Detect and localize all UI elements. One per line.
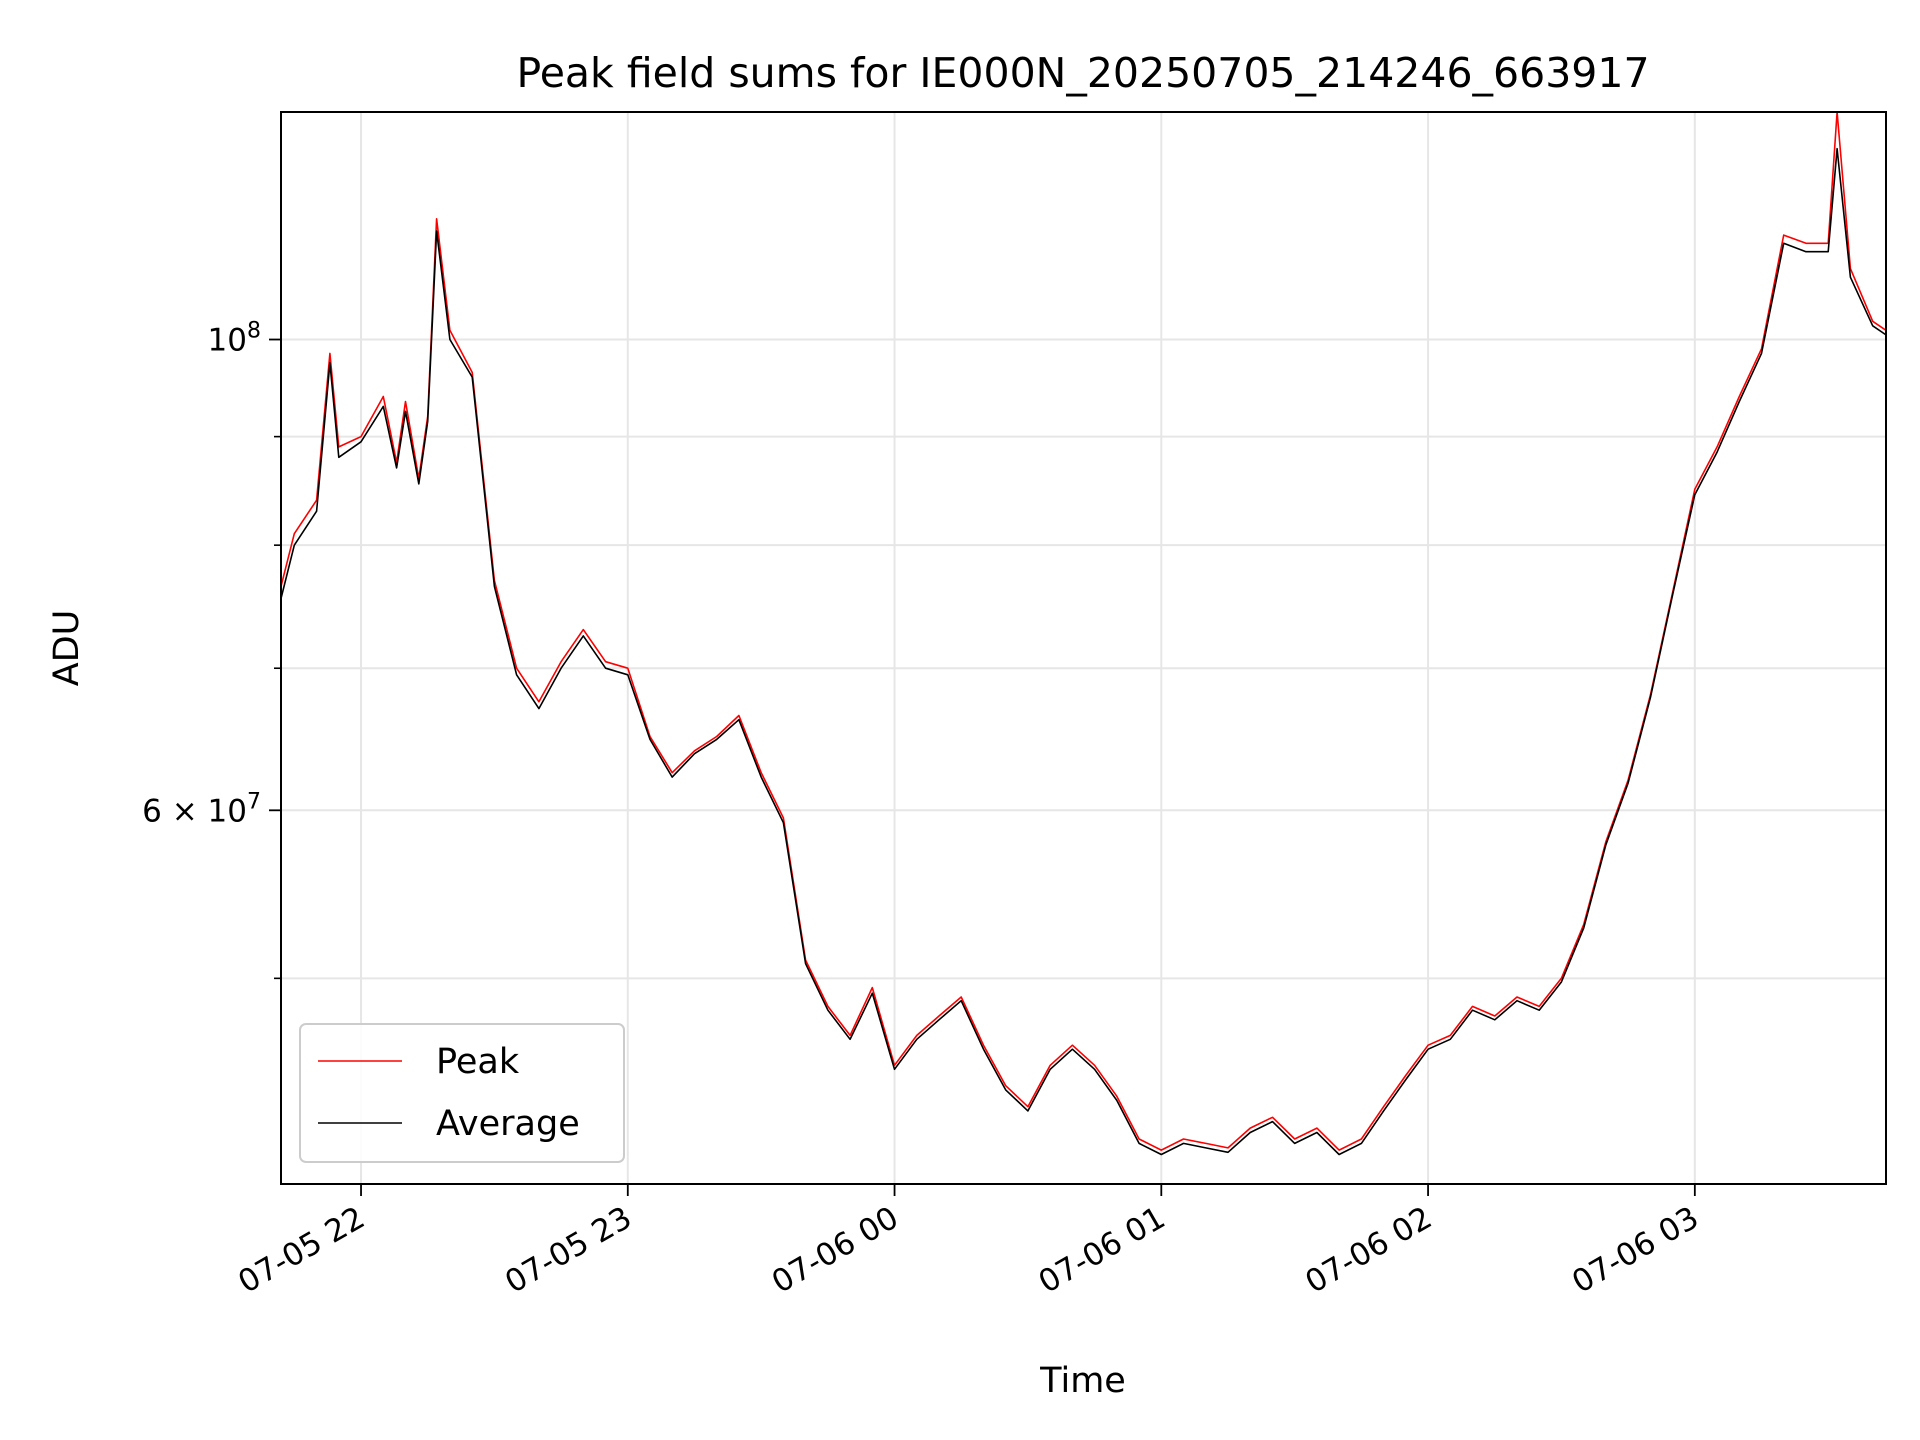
legend: Peak Average [299,1023,625,1163]
series-layer [280,111,1887,1156]
chart-title: Peak field sums for IE000N_20250705_2142… [516,49,1649,97]
series-line-average [280,147,1887,1156]
grid [281,112,1886,1184]
y-tick-label: 108 [208,319,261,359]
legend-box [299,1023,625,1163]
legend-average-label: Average [436,1104,580,1144]
x-axis-label: Time [1039,1361,1126,1401]
y-axis-label: ADU [47,610,87,687]
plot-frame [280,111,1887,1185]
y-tick-label: 6 × 107 [142,789,261,829]
legend-peak-label: Peak [436,1042,520,1082]
